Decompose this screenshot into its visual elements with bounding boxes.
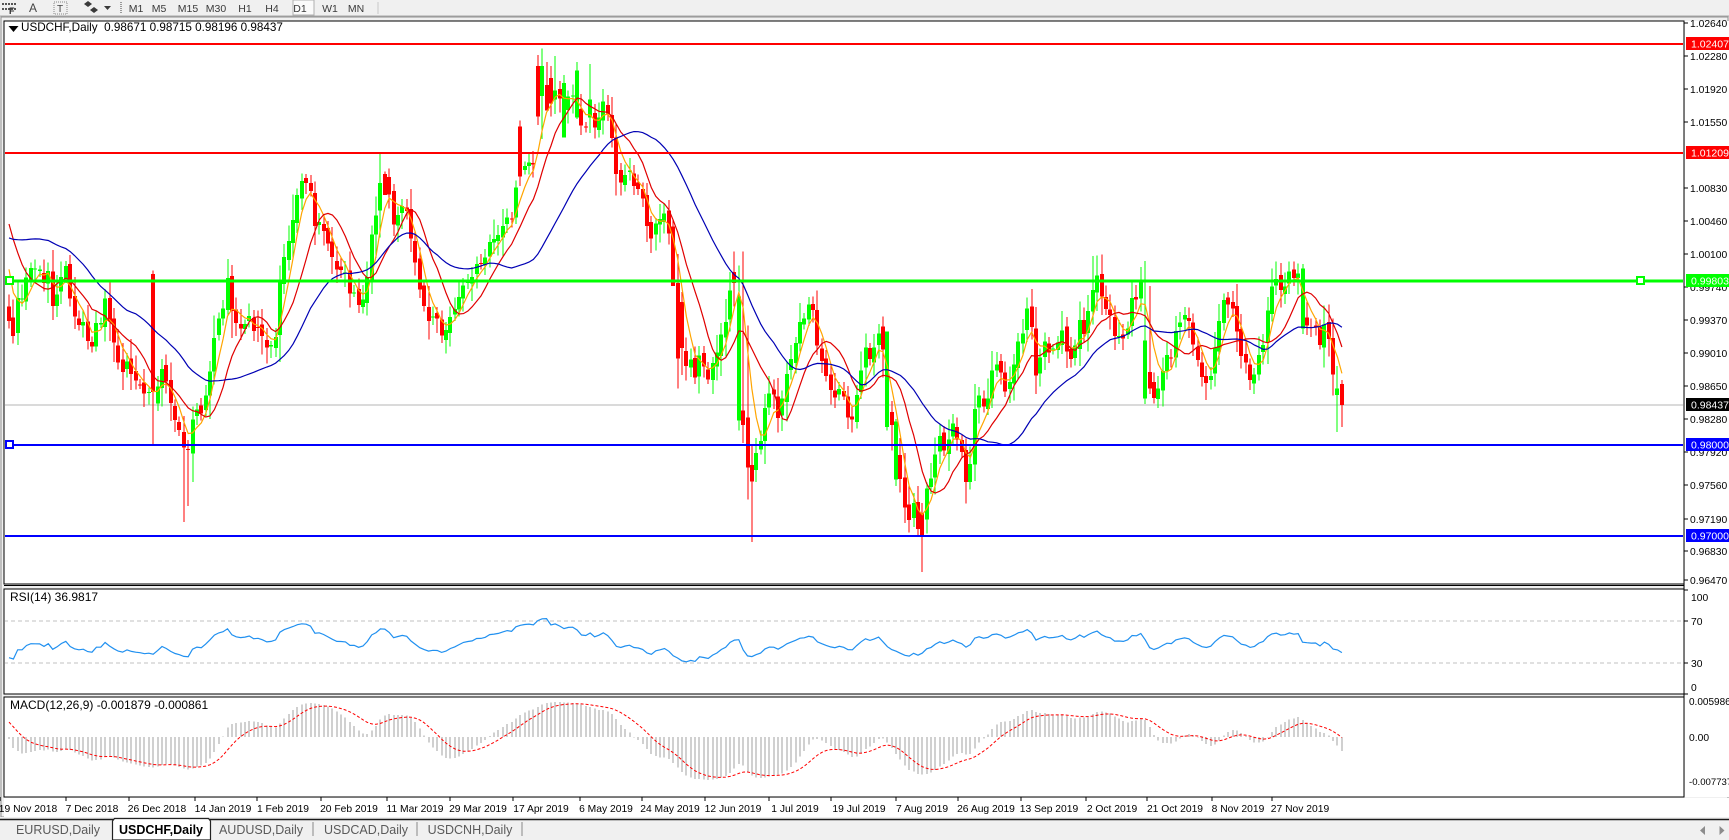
svg-text:0.96470: 0.96470 xyxy=(1690,576,1727,587)
svg-text:T: T xyxy=(57,4,63,15)
svg-text:17 Apr 2019: 17 Apr 2019 xyxy=(513,804,569,815)
svg-text:1.00830: 1.00830 xyxy=(1690,184,1727,195)
svg-text:0.99370: 0.99370 xyxy=(1690,316,1727,327)
svg-text:8 Nov 2019: 8 Nov 2019 xyxy=(1212,804,1265,815)
svg-text:20 Feb 2019: 20 Feb 2019 xyxy=(320,804,378,815)
svg-text:0.98650: 0.98650 xyxy=(1690,382,1727,393)
svg-text:14 Jan 2019: 14 Jan 2019 xyxy=(195,804,252,815)
svg-text:RSI(14) 36.9817: RSI(14) 36.9817 xyxy=(10,590,98,604)
svg-text:0.97560: 0.97560 xyxy=(1690,481,1727,492)
svg-text:M5: M5 xyxy=(152,3,167,15)
svg-text:19 Nov 2018: 19 Nov 2018 xyxy=(0,804,57,815)
svg-text:0.97920: 0.97920 xyxy=(1690,448,1727,459)
svg-text:13 Sep 2019: 13 Sep 2019 xyxy=(1020,804,1079,815)
svg-text:USDCNH,Daily: USDCNH,Daily xyxy=(428,823,513,837)
svg-text:70: 70 xyxy=(1691,617,1703,628)
svg-text:H1: H1 xyxy=(238,3,252,15)
svg-text:2 Oct 2019: 2 Oct 2019 xyxy=(1087,804,1138,815)
svg-text:0.005986: 0.005986 xyxy=(1689,697,1729,708)
svg-text:H4: H4 xyxy=(265,3,279,15)
svg-text:AUDUSD,Daily: AUDUSD,Daily xyxy=(219,823,304,837)
svg-text:11 Mar 2019: 11 Mar 2019 xyxy=(386,804,443,815)
svg-text:MN: MN xyxy=(348,3,364,15)
svg-text:1.01550: 1.01550 xyxy=(1690,118,1727,129)
svg-text:MACD(12,26,9) -0.001879 -0.000: MACD(12,26,9) -0.001879 -0.000861 xyxy=(10,698,208,712)
svg-text:USDCHF,Daily 0.98671 0.98715: USDCHF,Daily 0.98671 0.98715 0.98196 0.9… xyxy=(21,21,283,34)
svg-text:A: A xyxy=(29,1,37,15)
svg-text:W1: W1 xyxy=(322,3,338,15)
svg-text:100: 100 xyxy=(1691,593,1708,604)
svg-text:0.98000: 0.98000 xyxy=(1691,440,1729,452)
svg-text:19 Jul 2019: 19 Jul 2019 xyxy=(832,804,886,815)
svg-text:M30: M30 xyxy=(206,3,227,15)
svg-text:1 Feb 2019: 1 Feb 2019 xyxy=(257,804,309,815)
svg-text:6 May 2019: 6 May 2019 xyxy=(579,804,633,815)
svg-text:0.98280: 0.98280 xyxy=(1690,415,1727,426)
svg-text:7 Dec 2018: 7 Dec 2018 xyxy=(66,804,119,815)
svg-text:0.99010: 0.99010 xyxy=(1690,349,1727,360)
svg-text:29 Mar 2019: 29 Mar 2019 xyxy=(449,804,507,815)
svg-text:1.02640: 1.02640 xyxy=(1690,19,1727,30)
svg-text:1.00100: 1.00100 xyxy=(1690,250,1727,261)
svg-text:1.02280: 1.02280 xyxy=(1690,52,1727,63)
svg-text:USDCHF,Daily: USDCHF,Daily xyxy=(119,823,203,837)
svg-text:24 May 2019: 24 May 2019 xyxy=(640,804,700,815)
svg-text:7 Aug 2019: 7 Aug 2019 xyxy=(896,804,948,815)
svg-text:0.97190: 0.97190 xyxy=(1690,515,1727,526)
svg-text:USDCAD,Daily: USDCAD,Daily xyxy=(324,823,409,837)
svg-text:1.02407: 1.02407 xyxy=(1691,39,1729,51)
svg-text:21 Oct 2019: 21 Oct 2019 xyxy=(1147,804,1203,815)
svg-text:M15: M15 xyxy=(178,3,199,15)
svg-text:EURUSD,Daily: EURUSD,Daily xyxy=(16,823,101,837)
svg-text:1.00460: 1.00460 xyxy=(1690,217,1727,228)
svg-text:D1: D1 xyxy=(293,3,307,15)
svg-text:1.01920: 1.01920 xyxy=(1690,85,1727,96)
svg-text:26 Dec 2018: 26 Dec 2018 xyxy=(128,804,187,815)
svg-text:0.00: 0.00 xyxy=(1689,733,1709,744)
svg-text:26 Aug 2019: 26 Aug 2019 xyxy=(957,804,1015,815)
svg-text:0.98437: 0.98437 xyxy=(1691,400,1729,412)
svg-text:27 Nov 2019: 27 Nov 2019 xyxy=(1271,804,1330,815)
svg-text:1 Jul 2019: 1 Jul 2019 xyxy=(771,804,819,815)
svg-text:0.97000: 0.97000 xyxy=(1691,531,1729,543)
svg-text:12 Jun 2019: 12 Jun 2019 xyxy=(705,804,762,815)
svg-text:0: 0 xyxy=(1691,683,1697,694)
svg-text:1.01209: 1.01209 xyxy=(1691,148,1729,160)
svg-text:F: F xyxy=(9,6,15,16)
svg-text:0.99803: 0.99803 xyxy=(1691,276,1729,288)
svg-text:30: 30 xyxy=(1691,659,1703,670)
svg-text:-0.007737: -0.007737 xyxy=(1689,777,1729,788)
svg-text:0.96830: 0.96830 xyxy=(1690,547,1727,558)
svg-text:M1: M1 xyxy=(129,3,144,15)
svg-text:0.99740: 0.99740 xyxy=(1690,283,1727,294)
